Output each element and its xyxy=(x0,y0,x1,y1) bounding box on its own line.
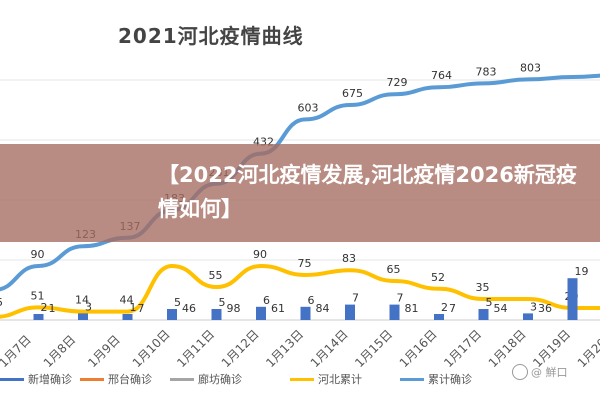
line-data-label: 783 xyxy=(476,65,497,78)
bar-1月11日 xyxy=(167,309,177,320)
legend-item: 河北累计 xyxy=(290,372,362,386)
extra-data-label: 98 xyxy=(227,302,241,315)
bar-data-label: 3 xyxy=(530,300,537,313)
line-data-label: 729 xyxy=(387,76,408,89)
headline-banner: 【2022河北疫情发展,河北疫情2026新冠疫情如何】 xyxy=(0,144,600,242)
legend-item: 新增确诊 xyxy=(0,372,72,386)
extra-data-label: 1 xyxy=(49,302,56,315)
bar-1月13日 xyxy=(256,306,266,320)
series-line-累计确诊 xyxy=(0,73,600,292)
extra-data-label: 46 xyxy=(182,302,196,315)
headline-text: 【2022河北疫情发展,河北疫情2026新冠疫情如何】 xyxy=(158,163,577,221)
extra-data-label: 81 xyxy=(405,302,419,315)
bar-1月10日 xyxy=(122,314,133,320)
bar-data-label: 7 xyxy=(352,292,359,305)
line-data-label: 83 xyxy=(342,252,356,265)
bar-1月8日 xyxy=(33,314,44,320)
line-data-label: 44 xyxy=(120,294,134,307)
watermark-text: @ 鮮口 xyxy=(531,366,568,379)
legend-label: 河北累计 xyxy=(318,373,362,386)
legend-item: 廊坊确诊 xyxy=(170,372,242,386)
bar-data-label: 2 xyxy=(41,301,48,314)
extra-data-label: 54 xyxy=(494,302,508,315)
line-data-label: 90 xyxy=(253,248,267,261)
watermark-logo-icon xyxy=(512,364,528,380)
bar-1月19日 xyxy=(523,313,533,320)
legend-swatch xyxy=(80,377,104,381)
chart-legend: 新增确诊 邢台确诊 廊坊确诊 河北累计 累计确诊 xyxy=(0,364,600,394)
extra-data-label: 61 xyxy=(271,302,285,315)
extra-data-label: 84 xyxy=(316,302,330,315)
bar-1月17日 xyxy=(434,314,444,320)
bar-1月18日 xyxy=(478,309,489,320)
line-data-label: 764 xyxy=(431,69,452,82)
line-data-label: 35 xyxy=(476,281,490,294)
legend-swatch xyxy=(290,377,314,381)
bar-data-label: 5 xyxy=(486,296,493,309)
line-data-label: 14 xyxy=(75,294,89,307)
series-line-河北累计 xyxy=(0,263,600,319)
legend-label: 累计确诊 xyxy=(428,373,472,386)
line-data-label: 52 xyxy=(431,271,445,284)
line-data-label: 675 xyxy=(342,87,363,100)
bar-1月15日 xyxy=(345,304,355,320)
bar-data-label: 7 xyxy=(397,292,404,305)
bar-data-label: 19 xyxy=(575,265,589,278)
title-area: 2021河北疫情曲线 xyxy=(0,0,600,64)
legend-swatch xyxy=(0,377,24,381)
legend-item: 邢台确诊 xyxy=(80,372,152,386)
bar-data-label: 6 xyxy=(308,294,315,307)
legend-label: 廊坊确诊 xyxy=(198,373,242,386)
extra-data-label: 7 xyxy=(449,302,456,315)
line-data-label: 65 xyxy=(387,263,401,276)
bar-data-label: 6 xyxy=(263,294,270,307)
legend-swatch xyxy=(170,377,194,381)
line-data-label: 51 xyxy=(31,289,45,302)
legend-item: 累计确诊 xyxy=(400,372,472,386)
legend-swatch xyxy=(400,377,424,381)
extra-data-label: 36 xyxy=(538,302,552,315)
legend-label: 邢台确诊 xyxy=(108,373,152,386)
bar-data-label: 5 xyxy=(0,296,3,309)
bar-1月12日 xyxy=(211,309,222,320)
extra-data-label: 7 xyxy=(138,302,145,315)
bar-data-label: 3 xyxy=(85,300,92,313)
legend-label: 新增确诊 xyxy=(28,373,72,386)
bar-data-label: 1 xyxy=(130,301,137,314)
bar-data-label: 5 xyxy=(174,296,181,309)
bar-1月16日 xyxy=(389,304,400,320)
line-data-label: 75 xyxy=(298,257,312,270)
line-data-label: 55 xyxy=(209,269,223,282)
watermark: @ 鮮口 xyxy=(512,364,568,380)
bar-data-label: 2 xyxy=(441,301,448,314)
bar-1月9日 xyxy=(78,313,88,320)
chart-title: 2021河北疫情曲线 xyxy=(118,24,304,48)
line-data-label: 803 xyxy=(520,61,541,74)
bar-1月14日 xyxy=(300,306,311,320)
bar-data-label: 5 xyxy=(219,296,226,309)
line-data-label: 90 xyxy=(31,248,45,261)
bar-1月20日 xyxy=(567,278,578,320)
line-data-label: 603 xyxy=(298,101,319,114)
